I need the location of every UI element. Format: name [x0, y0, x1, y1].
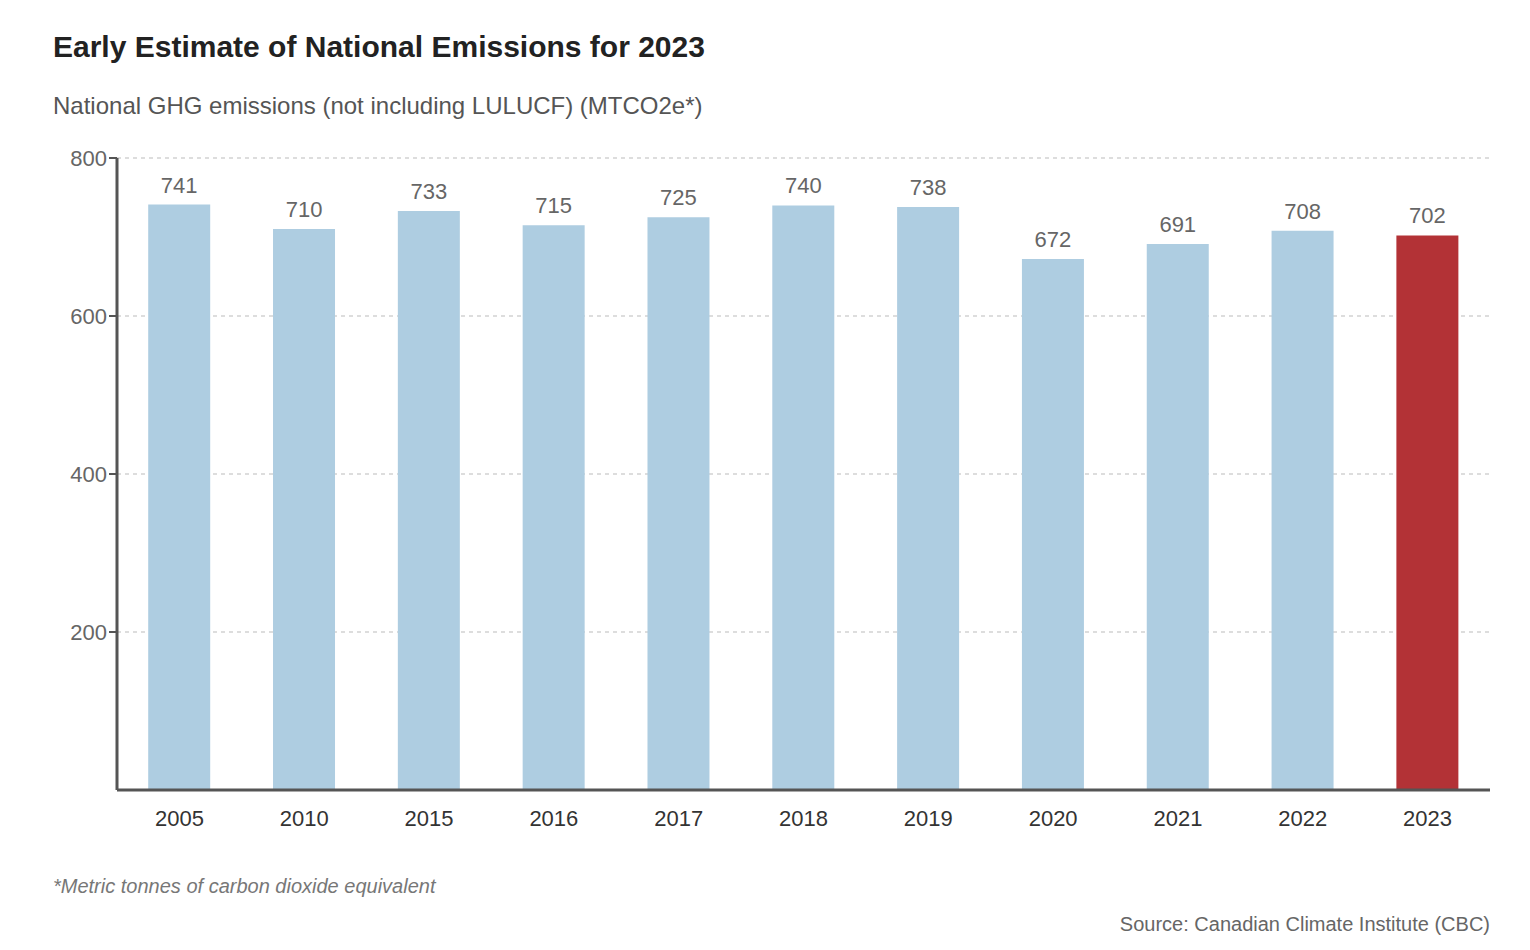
svg-text:200: 200: [70, 620, 107, 645]
html-text:*Metric tonnes of carbon dioxi: *Metric tonnes of carbon dioxide equival…: [53, 875, 436, 897]
svg-text:800: 800: [70, 146, 107, 171]
html-text:National GHG emissions (not in: National GHG emissions (not including LU…: [53, 92, 703, 119]
svg-text:2017: 2017: [654, 806, 703, 831]
svg-text:741: 741: [161, 173, 198, 198]
svg-text:738: 738: [910, 175, 947, 200]
svg-text:2015: 2015: [405, 806, 454, 831]
svg-text:691: 691: [1159, 212, 1196, 237]
svg-text:702: 702: [1409, 203, 1446, 228]
svg-text:2018: 2018: [779, 806, 828, 831]
svg-text:2020: 2020: [1029, 806, 1078, 831]
svg-text:708: 708: [1284, 199, 1321, 224]
svg-text:2016: 2016: [529, 806, 578, 831]
svg-text:710: 710: [286, 197, 323, 222]
svg-text:733: 733: [410, 179, 447, 204]
svg-text:2005: 2005: [155, 806, 204, 831]
html-text:Source: Canadian Climate Insti: Source: Canadian Climate Institute (CBC): [1119, 913, 1490, 935]
svg-text:2023: 2023: [1403, 806, 1452, 831]
svg-text:2021: 2021: [1153, 806, 1202, 831]
svg-text:400: 400: [70, 462, 107, 487]
html-text:Early Estimate of National Emi: Early Estimate of National Emissions for…: [53, 30, 705, 63]
svg-text:2022: 2022: [1278, 806, 1327, 831]
svg-text:715: 715: [535, 193, 572, 218]
svg-text:725: 725: [660, 185, 697, 210]
svg-text:672: 672: [1035, 227, 1072, 252]
svg-text:2019: 2019: [904, 806, 953, 831]
svg-text:600: 600: [70, 304, 107, 329]
svg-text:740: 740: [785, 173, 822, 198]
svg-text:2010: 2010: [280, 806, 329, 831]
